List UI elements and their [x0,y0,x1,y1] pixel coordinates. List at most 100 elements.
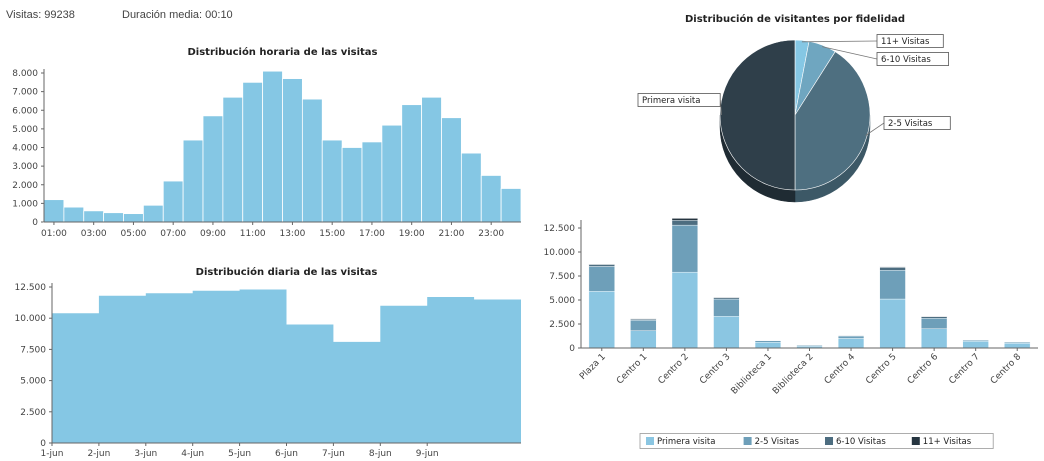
legend-swatch [646,437,654,445]
pie-slice [794,51,871,191]
daily-y-tick-label: 2.500 [20,408,46,418]
daily-y-tick-label: 0 [40,439,46,449]
hourly-bar [460,152,482,223]
daily-y-tick-label: 12.500 [15,283,47,293]
hourly-bar [222,96,244,223]
centers-x-tick-label: Centro 1 [615,352,649,386]
hourly-bar [202,115,224,223]
centers-bar-segment [630,319,657,331]
centers-x-tick-label: Centro 6 [906,352,941,387]
hourly-bar [83,210,105,223]
centers-bar-segment [796,345,823,347]
centers-bar-segment [671,271,698,349]
pie-label-connector [821,46,878,60]
hourly-x-tick-label: 11:00 [240,229,266,239]
hourly-x-tick-label: 03:00 [81,229,107,239]
centers-bar-segment [671,220,698,226]
hourly-bar [182,139,204,223]
hourly-bar [262,70,283,223]
centers-bar-segment [713,298,740,317]
hourly-x-tick-label: 01:00 [41,229,67,239]
legend-label: Primera visita [657,437,715,447]
centers-bar-segment [671,218,698,221]
hourly-bar [341,147,363,223]
centers-bar-segment [588,266,615,292]
hourly-bar [421,96,442,223]
centers-x-tick-label: Biblioteca 2 [771,352,816,397]
hourly-x-tick-label: 19:00 [399,229,425,239]
centers-bar-segment [879,267,906,271]
centers-bar-segment [921,316,948,319]
hourly-bar [103,212,124,223]
pie-label: 2-5 Visitas [888,119,933,129]
daily-y-tick-label: 10.000 [15,314,47,324]
centers-y-tick-label: 2.500 [549,320,575,330]
pie-label-connector [865,122,885,136]
centers-bar-segment [754,340,782,343]
centers-bar-segment [588,291,615,349]
legend-swatch [825,437,833,445]
centers-bar-segment [879,270,906,300]
hourly-y-tick-label: 0 [32,218,38,228]
hourly-y-tick-label: 1.000 [12,199,38,209]
hourly-bar [361,141,383,223]
centers-bar-segment [962,340,989,342]
centers-bar-segment [588,264,615,267]
legend-label: 6-10 Visitas [836,437,886,447]
legend-label: 11+ Visitas [923,437,972,447]
hourly-bar [401,104,423,223]
hourly-bar [282,78,303,223]
daily-area [52,289,521,443]
centers-bar-segment [671,224,698,273]
visits-total: Visitas: 99238 [6,9,75,21]
centers-y-tick-label: 7.500 [549,272,575,282]
pie-label: 6-10 Visitas [881,55,931,65]
hourly-bar [301,98,323,223]
hourly-chart-title: Distribución horaria de las visitas [187,46,377,58]
hourly-bar [142,204,164,223]
centers-x-tick-label: Centro 3 [698,352,732,386]
centers-x-tick-label: Centro 8 [989,352,1024,387]
hourly-bar [500,188,522,223]
pie-label-connector [801,40,878,43]
pie-label: Primera visita [642,96,700,106]
hourly-y-tick-label: 4.000 [12,144,38,154]
pie-label: 11+ Visitas [881,37,930,47]
centers-y-tick-label: 10.000 [544,248,576,258]
daily-x-tick-label: 7-jun [322,449,345,459]
centers-bar-segment [879,298,906,349]
hourly-bar [480,175,502,223]
centers-bar-segment [962,341,989,349]
hourly-y-tick-label: 8.000 [12,69,38,79]
centers-y-tick-label: 5.000 [549,296,575,306]
centers-bar-segment [837,335,865,339]
centers-x-tick-label: Centro 5 [864,352,898,386]
pie-label-box [876,34,944,48]
centers-x-tick-label: Biblioteca 1 [730,352,775,397]
hourly-y-tick-label: 3.000 [12,162,38,172]
daily-y-tick-label: 5.000 [20,377,46,387]
hourly-y-tick-label: 2.000 [12,181,38,191]
hourly-bar [321,139,343,223]
hourly-x-tick-label: 07:00 [160,229,186,239]
daily-x-tick-label: 8-jun [369,449,392,459]
daily-x-tick-label: 5-jun [228,449,251,459]
centers-x-tick-label: Centro 7 [947,352,981,386]
centers-bar-segment [630,330,657,349]
daily-x-tick-label: 2-jun [87,449,110,459]
hourly-bar [43,199,65,223]
centers-y-tick-label: 12.500 [544,224,576,234]
hourly-x-tick-label: 05:00 [120,229,146,239]
hourly-bar [162,180,184,223]
hourly-x-tick-label: 13:00 [279,229,305,239]
hourly-x-tick-label: 15:00 [319,229,345,239]
centers-bar-segment [921,318,948,329]
hourly-x-tick-label: 09:00 [200,229,226,239]
centers-x-tick-label: Plaza 1 [578,352,608,382]
legend-swatch [911,437,920,445]
hourly-x-tick-label: 21:00 [438,229,464,239]
daily-x-tick-label: 3-jun [134,449,157,459]
centers-x-tick-label: Centro 2 [657,352,691,386]
